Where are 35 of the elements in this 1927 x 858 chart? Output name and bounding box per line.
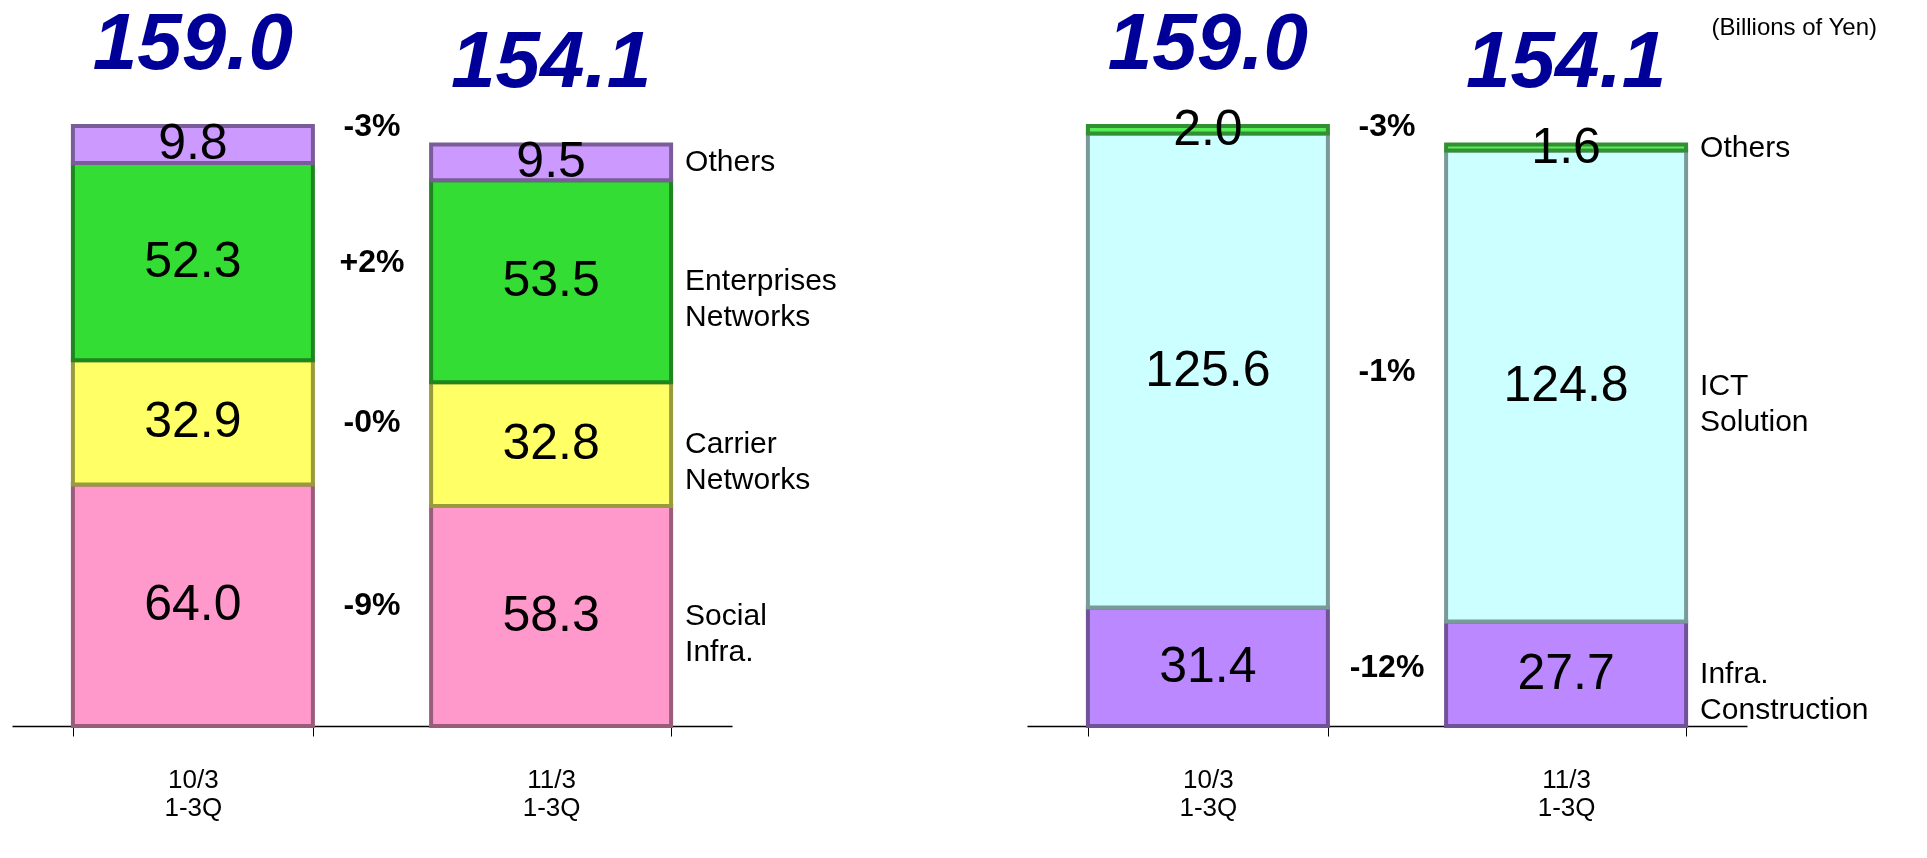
data-label: 31.4 bbox=[1159, 636, 1257, 693]
data-label: 52.3 bbox=[144, 231, 242, 288]
series-label: Social Infra. bbox=[685, 598, 767, 667]
data-label: 32.9 bbox=[144, 392, 242, 449]
data-label: 9.5 bbox=[516, 132, 586, 189]
annotation: -3% bbox=[1358, 107, 1416, 143]
x-tick-label: 11/3 1-3Q bbox=[1537, 763, 1596, 822]
annotation: -0% bbox=[343, 403, 401, 440]
series-label: Others bbox=[685, 144, 776, 178]
data-label: 58.3 bbox=[502, 586, 600, 642]
series-label: Others bbox=[1700, 129, 1791, 163]
data-label: 32.8 bbox=[502, 414, 600, 471]
data-label: 9.8 bbox=[158, 114, 228, 171]
total-label: 154.1 bbox=[451, 15, 652, 105]
annotation: -9% bbox=[343, 586, 401, 623]
x-tick-label: 10/3 1-3Q bbox=[164, 763, 223, 822]
series-label: Infra. Construction bbox=[1700, 655, 1869, 725]
total-label: 159.0 bbox=[92, 0, 293, 86]
x-tick-label: 10/3 1-3Q bbox=[1179, 763, 1238, 822]
data-label: 27.7 bbox=[1517, 643, 1615, 700]
data-label: 64.0 bbox=[144, 575, 242, 632]
data-label: 53.5 bbox=[502, 251, 600, 308]
data-label: 125.6 bbox=[1145, 340, 1271, 397]
text: (Billions of Yen) bbox=[1711, 13, 1877, 40]
annotation: -1% bbox=[1358, 351, 1416, 388]
annotation: -3% bbox=[343, 107, 401, 143]
annotation: +2% bbox=[339, 242, 405, 279]
series-label: ICT Solution bbox=[1700, 368, 1809, 437]
series-label: Enterprises Networks bbox=[685, 263, 837, 333]
total-label: 154.1 bbox=[1466, 15, 1667, 105]
x-tick-label: 11/3 1-3Q bbox=[522, 763, 581, 822]
total-label: 159.0 bbox=[1107, 0, 1308, 86]
series-label: Carrier Networks bbox=[685, 426, 811, 496]
data-label: 124.8 bbox=[1503, 356, 1629, 412]
annotation: -12% bbox=[1349, 647, 1425, 684]
